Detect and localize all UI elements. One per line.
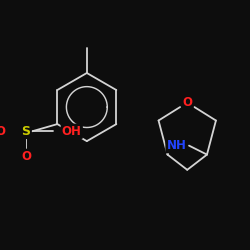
Text: O: O [182, 96, 192, 109]
Text: O: O [21, 150, 31, 163]
Text: OH: OH [62, 125, 82, 138]
Text: NH: NH [166, 139, 186, 152]
Text: O: O [0, 125, 6, 138]
Text: S: S [22, 125, 30, 138]
